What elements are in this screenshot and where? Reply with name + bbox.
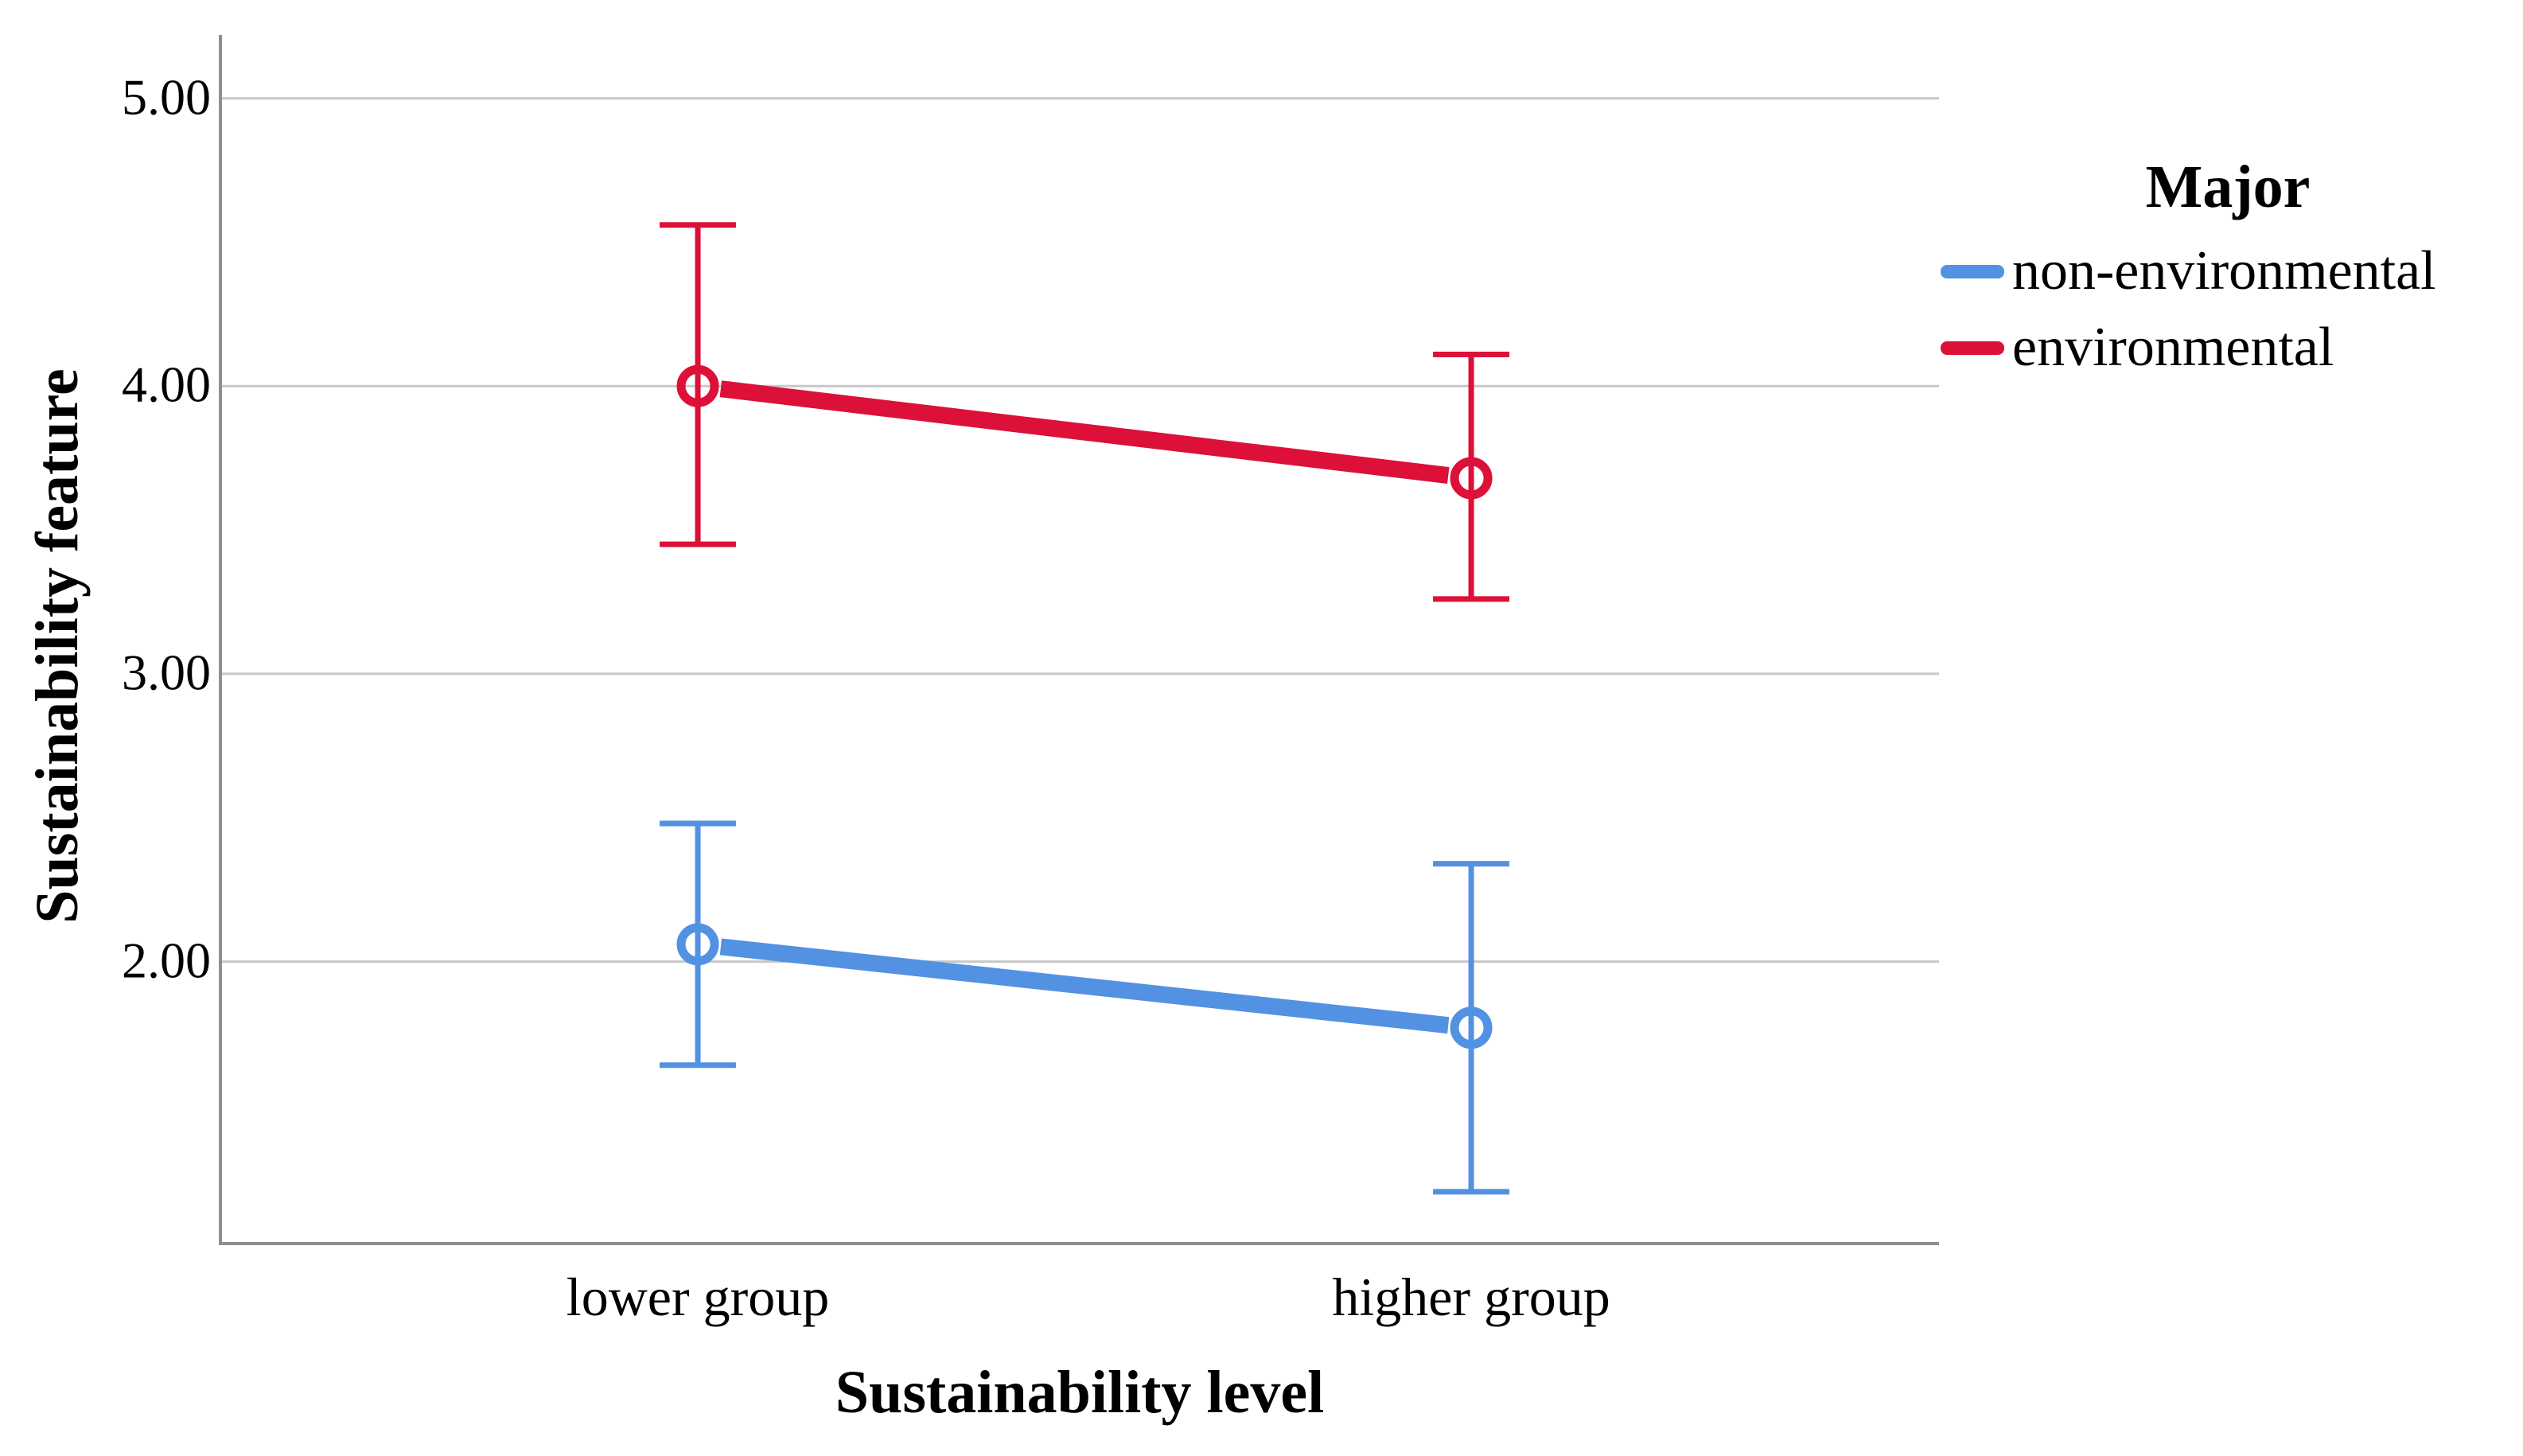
legend-swatch-environmental [1941, 341, 2004, 355]
y-axis-title: Sustainability feature [24, 368, 91, 924]
marker-non-environmental-lower group [676, 923, 719, 966]
marker-non-environmental-higher group [1450, 1006, 1493, 1049]
legend-label-non-environmental: non-environmental [2012, 240, 2436, 302]
y-tick-label-5: 5.00 [122, 68, 211, 126]
marker-environmental-higher group [1450, 457, 1493, 500]
y-tick-label-4: 4.00 [122, 356, 211, 413]
series-line-non-environmental [719, 938, 1450, 1034]
x-tick-label-higher-group: higher group [1332, 1267, 1610, 1327]
legend-swatch-non-environmental [1941, 264, 2004, 278]
y-tick-label-3: 3.00 [122, 644, 211, 701]
series-line-environmental [719, 380, 1450, 484]
x-axis-title: Sustainability level [835, 1359, 1325, 1426]
x-tick-label-lower-group: lower group [566, 1267, 830, 1327]
legend-item-non-environmental: non-environmental [1941, 243, 2436, 299]
legend-title: Major [2145, 154, 2311, 220]
legend-label-environmental: environmental [2012, 317, 2334, 378]
marker-environmental-lower group [676, 364, 719, 407]
y-tick-label-2: 2.00 [122, 932, 211, 989]
legend-item-environmental: environmental [1941, 320, 2334, 376]
